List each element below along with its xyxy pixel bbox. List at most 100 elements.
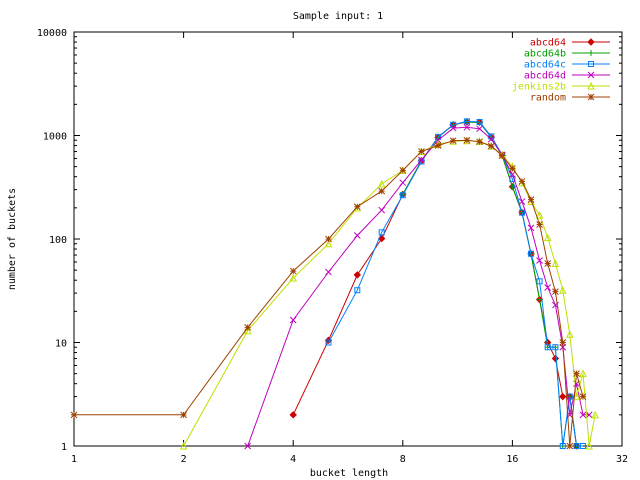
- data-point: [544, 260, 552, 267]
- data-point: [544, 284, 552, 291]
- data-point: [535, 211, 544, 219]
- data-point: [450, 121, 457, 128]
- data-point: [566, 393, 573, 400]
- x-tick-label: 1: [71, 454, 77, 465]
- y-tick-label: 10: [55, 339, 67, 350]
- x-tick-label: 2: [181, 454, 187, 465]
- data-point: [579, 411, 587, 419]
- series-line-abcd64c: [328, 120, 583, 447]
- legend-label: abcd64c: [524, 60, 566, 71]
- data-point: [449, 124, 457, 132]
- legend-label: abcd64b: [524, 49, 566, 60]
- data-point: [353, 271, 362, 279]
- data-point: [70, 411, 78, 419]
- data-point: [418, 156, 425, 164]
- data-point: [325, 268, 332, 276]
- data-point: [179, 441, 188, 450]
- x-tick-label: 32: [616, 454, 628, 465]
- data-point: [566, 442, 574, 450]
- data-point: [552, 344, 559, 351]
- legend-label: abcd64: [530, 38, 566, 49]
- data-point: [435, 133, 442, 140]
- data-point: [558, 286, 567, 294]
- series-layer: [70, 118, 599, 450]
- data-point: [509, 165, 516, 172]
- data-point: [289, 316, 297, 324]
- data-point: [289, 267, 297, 275]
- chart-title: Sample input: 1: [293, 11, 383, 22]
- series-abcd64b: [399, 118, 580, 449]
- data-point: [243, 326, 252, 335]
- data-point: [463, 123, 471, 131]
- data-point: [289, 273, 298, 282]
- data-point: [487, 142, 495, 150]
- legend: abcd64abcd64babcd64cabcd64djenkins2brand…: [512, 38, 610, 104]
- data-point: [463, 118, 470, 125]
- legend-marker: [587, 81, 595, 90]
- x-axis: 1 2 4 8 16 32: [71, 32, 628, 465]
- data-point: [509, 175, 516, 182]
- x-tick-label: 8: [400, 454, 406, 465]
- data-point: [418, 158, 425, 165]
- data-point: [552, 288, 559, 295]
- data-point: [518, 209, 525, 216]
- data-point: [378, 187, 386, 195]
- data-point: [399, 192, 406, 199]
- data-point: [325, 235, 332, 243]
- series-jenkins2b: [179, 136, 599, 450]
- data-point: [434, 136, 442, 144]
- data-point: [573, 370, 580, 378]
- data-point: [528, 250, 535, 257]
- data-point: [518, 178, 526, 185]
- legend-marker: [588, 50, 594, 56]
- data-point: [324, 239, 333, 248]
- data-point: [354, 287, 361, 294]
- data-point: [559, 339, 567, 346]
- data-point: [463, 136, 471, 144]
- data-point: [378, 206, 386, 214]
- legend-item-abcd64c: abcd64c: [524, 60, 610, 71]
- data-point: [476, 119, 483, 126]
- data-point: [476, 125, 483, 133]
- data-point: [399, 167, 407, 174]
- data-point: [527, 196, 535, 204]
- data-point: [325, 339, 332, 346]
- x-axis-label: bucket length: [310, 468, 388, 479]
- legend-marker: [587, 71, 595, 79]
- data-point: [536, 221, 543, 228]
- y-axis-label: number of buckets: [7, 188, 18, 290]
- data-point: [591, 410, 599, 419]
- x-tick-label: 16: [506, 454, 518, 465]
- data-point: [585, 441, 593, 450]
- data-point: [418, 148, 425, 155]
- legend-item-jenkins2b: jenkins2b: [512, 82, 610, 93]
- data-point: [536, 257, 543, 264]
- data-point: [579, 369, 587, 378]
- legend-label: jenkins2b: [512, 82, 566, 93]
- data-point: [551, 259, 560, 267]
- data-point: [543, 233, 552, 242]
- legend-label: abcd64d: [524, 71, 566, 82]
- x-tick-label: 4: [290, 454, 296, 465]
- legend-marker: [587, 93, 595, 101]
- y-tick-label: 1000: [43, 132, 67, 143]
- data-point: [353, 232, 361, 239]
- series-abcd64: [289, 118, 581, 450]
- y-axis: 1 10 100 1000 10000: [37, 28, 622, 453]
- data-point: [434, 142, 442, 149]
- data-point: [476, 138, 483, 146]
- data-point: [289, 411, 297, 419]
- legend-marker: [587, 38, 595, 46]
- data-point: [509, 171, 516, 178]
- series-line-abcd64b: [402, 121, 577, 447]
- data-point: [353, 203, 361, 211]
- series-random: [70, 136, 587, 450]
- data-point: [559, 392, 567, 401]
- data-point: [527, 224, 535, 232]
- data-point: [518, 198, 526, 205]
- series-line-jenkins2b: [183, 140, 596, 447]
- y-tick-label: 1: [61, 442, 67, 453]
- legend-item-random: random: [530, 93, 610, 104]
- data-point: [449, 137, 457, 145]
